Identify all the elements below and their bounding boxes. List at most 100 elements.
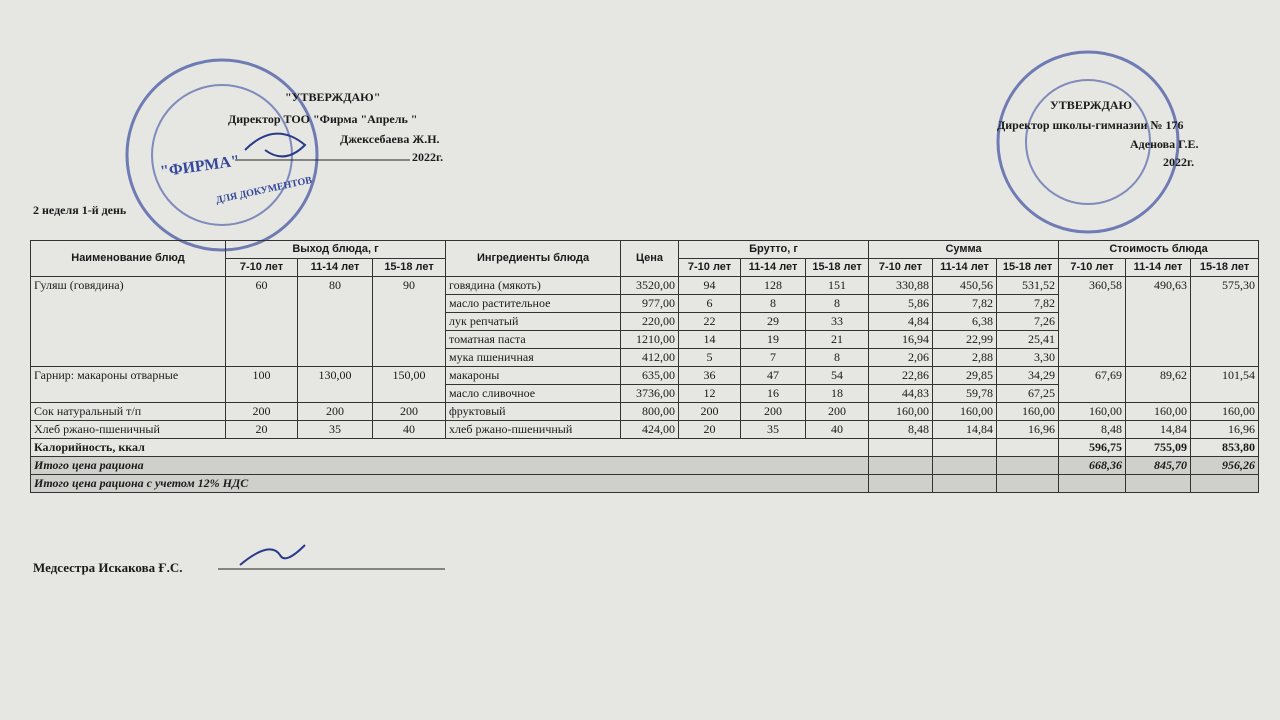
brutto: 20 xyxy=(678,420,742,439)
total-value: 853,80 xyxy=(1190,438,1260,457)
output: 90 xyxy=(371,276,447,367)
brutto: 6 xyxy=(678,294,742,313)
output: 20 xyxy=(225,420,298,439)
brutto: 200 xyxy=(805,402,870,421)
empty-cell xyxy=(1058,474,1127,493)
empty-cell xyxy=(1125,474,1192,493)
brutto: 40 xyxy=(805,420,870,439)
price: 424,00 xyxy=(620,420,680,439)
sum: 7,82 xyxy=(996,294,1060,313)
column-header: 7-10 лет xyxy=(1058,258,1127,277)
brutto: 22 xyxy=(678,312,742,331)
brutto: 14 xyxy=(678,330,742,349)
total-value: 668,36 xyxy=(1058,456,1127,475)
cost: 160,00 xyxy=(1058,402,1127,421)
sum: 22,99 xyxy=(932,330,998,349)
sum: 7,26 xyxy=(996,312,1060,331)
total-value: 956,26 xyxy=(1190,456,1260,475)
brutto: 8 xyxy=(805,294,870,313)
empty-cell xyxy=(1190,474,1260,493)
sum: 450,56 xyxy=(932,276,998,295)
ingredient: томатная паста xyxy=(445,330,622,349)
column-header: Сумма xyxy=(868,240,1060,259)
output: 200 xyxy=(225,402,298,421)
dish-name: Сок натуральный т/п xyxy=(30,402,226,421)
approve: "УТВЕРЖДАЮ" xyxy=(285,90,381,104)
column-header: 11-14 лет xyxy=(932,258,998,277)
ingredient: лук репчатый xyxy=(445,312,622,331)
output: 100 xyxy=(225,366,298,403)
empty-cell xyxy=(868,456,934,475)
sum: 4,84 xyxy=(868,312,934,331)
brutto: 151 xyxy=(805,276,870,295)
column-header: Стоимость блюда xyxy=(1058,240,1260,259)
sum: 160,00 xyxy=(932,402,998,421)
output: 80 xyxy=(297,276,373,367)
table-row: Калорийность, ккал 596,75 755,09 853,80 xyxy=(29,438,1260,457)
empty-cell xyxy=(868,474,934,493)
empty-cell xyxy=(868,438,934,457)
output: 130,00 xyxy=(297,366,373,403)
approver-name: Аденова Г.Е. xyxy=(1130,137,1199,151)
column-header: 15-18 лет xyxy=(371,258,447,277)
cost: 67,69 xyxy=(1058,366,1127,403)
brutto: 8 xyxy=(805,348,870,367)
total-label: Калорийность, ккал xyxy=(29,438,870,457)
sum: 16,94 xyxy=(868,330,934,349)
brutto: 19 xyxy=(740,330,807,349)
cost: 8,48 xyxy=(1058,420,1127,439)
sum: 160,00 xyxy=(868,402,934,421)
table-row: Наименование блюд Выход блюда, г Ингредиен… xyxy=(30,240,1260,277)
column-header: 11-14 лет xyxy=(297,258,373,277)
empty-cell xyxy=(996,474,1060,493)
total-value: 755,09 xyxy=(1125,438,1192,457)
approver-name: Джексебаева Ж.Н. xyxy=(340,132,440,146)
ingredient: хлеб ржано-пшеничный xyxy=(445,420,622,439)
cost: 490,63 xyxy=(1125,276,1192,367)
sum: 16,96 xyxy=(996,420,1060,439)
brutto: 128 xyxy=(740,276,807,295)
cost: 575,30 xyxy=(1190,276,1260,367)
sum: 2,06 xyxy=(868,348,934,367)
sum: 44,83 xyxy=(868,384,934,403)
column-header: 7-10 лет xyxy=(225,258,298,277)
sum: 34,29 xyxy=(996,366,1060,385)
cost: 160,00 xyxy=(1125,402,1192,421)
menu-table: Наименование блюд Выход блюда, г Ингредиен… xyxy=(29,240,1260,493)
ingredient: масло растительное xyxy=(445,294,622,313)
empty-cell xyxy=(932,474,998,493)
output: 200 xyxy=(371,402,447,421)
column-header: Цена xyxy=(620,240,680,277)
position: Директор школы-гимназии № 176 xyxy=(997,118,1184,132)
table-row: Итого цена рациона 668,36 845,70 956,26 xyxy=(29,456,1260,475)
table-row: Хлеб ржано-пшеничный 20 35 40 хлеб ржано-пше… xyxy=(30,420,1260,439)
total-value: 596,75 xyxy=(1058,438,1127,457)
sum: 160,00 xyxy=(996,402,1060,421)
column-header: 7-10 лет xyxy=(678,258,742,277)
table-row: масло сливочное 3736,00 12 16 18 44,83 59,78 67… xyxy=(31,384,1259,403)
price: 977,00 xyxy=(620,294,680,313)
brutto: 33 xyxy=(805,312,870,331)
price: 635,00 xyxy=(620,366,680,385)
column-header: 15-18 лет xyxy=(1190,258,1260,277)
column-header: Наименование блюд xyxy=(30,240,226,277)
ingredient: масло сливочное xyxy=(445,384,622,403)
column-header: 11-14 лет xyxy=(740,258,807,277)
brutto: 200 xyxy=(678,402,742,421)
position: Директор ТОО "Фирма "Апрель " xyxy=(228,112,418,126)
empty-cell xyxy=(996,438,1060,457)
brutto: 47 xyxy=(740,366,807,385)
brutto: 8 xyxy=(740,294,807,313)
price: 412,00 xyxy=(620,348,680,367)
brutto: 36 xyxy=(678,366,742,385)
ingredient: говядина (мякоть) xyxy=(445,276,622,295)
column-header: 7-10 лет xyxy=(868,258,934,277)
date: 2022г. xyxy=(412,150,444,164)
brutto: 16 xyxy=(740,384,807,403)
empty-cell xyxy=(932,438,998,457)
table-row: томатная паста 1210,00 14 19 21 16,94 22,99 25,… xyxy=(31,330,1259,349)
signer: Медсестра Искакова Ғ.С. xyxy=(33,560,183,575)
sum: 25,41 xyxy=(996,330,1060,349)
output: 60 xyxy=(225,276,298,367)
